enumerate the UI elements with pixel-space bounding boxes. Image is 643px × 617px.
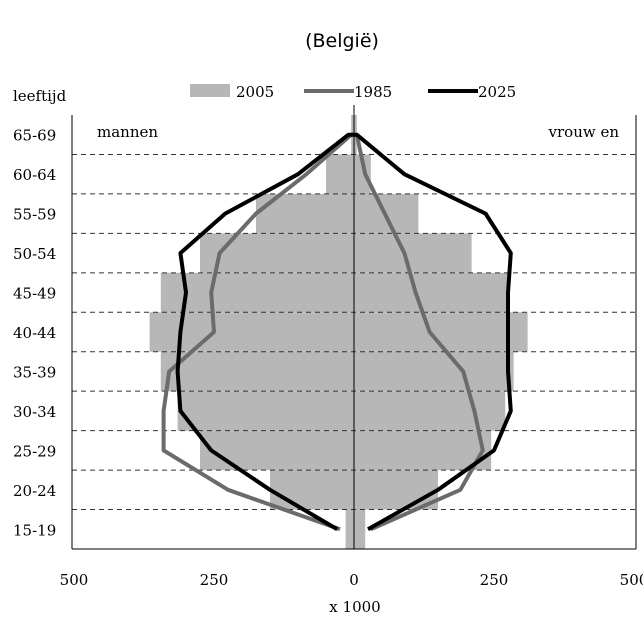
bar-women-60-64 — [354, 154, 371, 194]
legend-label-2005: 2005 — [236, 83, 274, 101]
y-tick-label: 40-44 — [13, 324, 56, 342]
y-tick-label: 15-19 — [13, 521, 56, 539]
legend: 2005 1985 2025 — [190, 83, 516, 101]
bar-women-25-29 — [354, 430, 492, 471]
legend-label-2025: 2025 — [478, 83, 516, 101]
bar-women-20-24 — [354, 470, 438, 510]
legend-label-1985: 1985 — [354, 83, 392, 101]
x-axis-unit: x 1000 — [329, 598, 380, 616]
y-tick-label: 20-24 — [13, 482, 56, 500]
y-tick-label: 65-69 — [13, 127, 56, 145]
men-label: mannen — [97, 123, 158, 141]
y-tick-label: 30-34 — [13, 403, 56, 421]
bar-women-30-34 — [354, 391, 506, 431]
x-tick-label: 500 — [60, 571, 89, 589]
chart-title: (België) — [305, 30, 379, 52]
axes — [71, 105, 637, 550]
y-tick-label: 25-29 — [13, 442, 56, 460]
y-tick-labels: 15-19 20-24 25-29 30-34 35-39 40-44 45-49 50-54… — [13, 127, 56, 540]
bar-men-30-34 — [177, 391, 354, 431]
bars-2005 — [149, 115, 528, 549]
y-tick-label: 35-39 — [13, 363, 56, 381]
y-tick-label: 60-64 — [13, 166, 56, 184]
bar-men-50-54 — [200, 233, 354, 273]
y-axis-label: leeftijd — [13, 87, 67, 105]
x-tick-label: 250 — [200, 571, 229, 589]
bar-men-60-64 — [326, 154, 354, 194]
line-2025 — [175, 132, 513, 532]
bar-women-15-19 — [354, 509, 366, 549]
bar-women-45-49 — [354, 272, 508, 313]
y-tick-label: 45-49 — [13, 285, 56, 303]
bar-men-25-29 — [200, 430, 354, 471]
bar-men-35-39 — [160, 351, 354, 392]
x-tick-label: 0 — [349, 571, 359, 589]
x-tick-label: 250 — [480, 571, 509, 589]
legend-swatch-2005 — [190, 84, 230, 97]
bar-women-35-39 — [354, 351, 514, 392]
bar-men-15-19 — [345, 509, 354, 549]
y-tick-label: 55-59 — [13, 206, 56, 224]
bar-men-20-24 — [270, 470, 354, 510]
women-label: vrouw en — [548, 123, 620, 141]
bar-women-50-54 — [354, 233, 472, 273]
y-tick-label: 50-54 — [13, 245, 56, 263]
x-tick-labels: 500 250 0 250 500 — [60, 571, 643, 589]
bar-men-45-49 — [160, 272, 354, 313]
x-tick-label: 500 — [620, 571, 643, 589]
series-lines — [161, 132, 513, 532]
